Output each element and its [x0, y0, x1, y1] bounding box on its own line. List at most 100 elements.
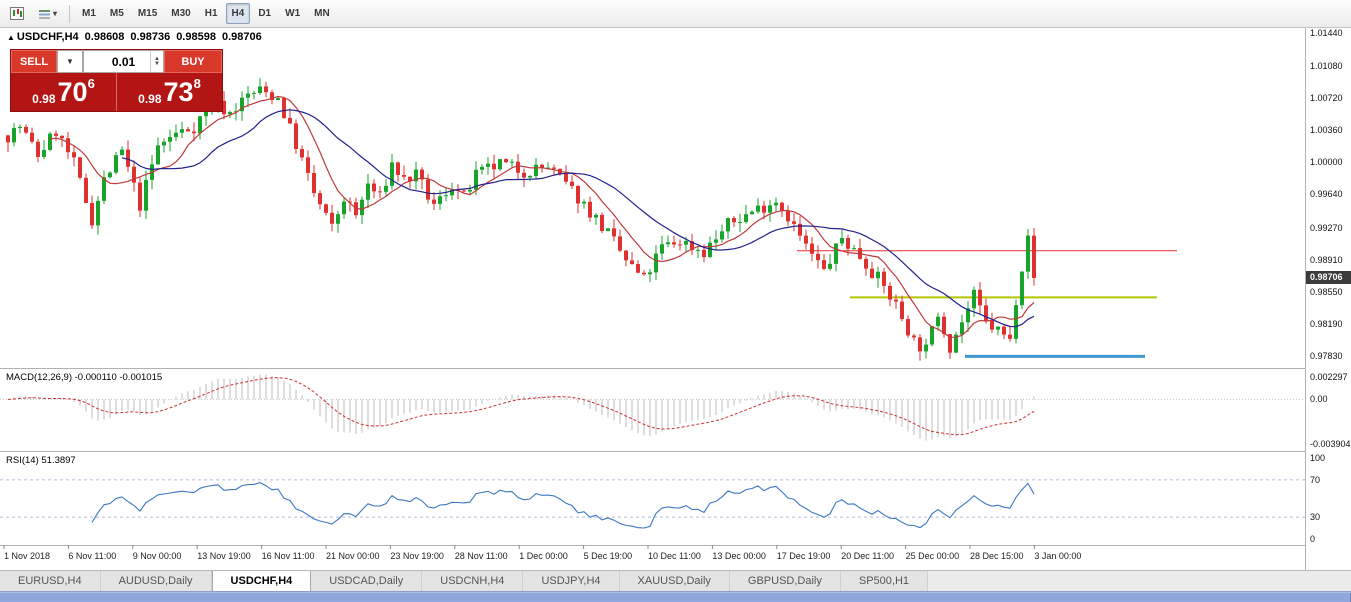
time-axis-label: 20 Dec 11:00	[841, 551, 894, 561]
spinner-down-icon: ▼	[154, 62, 160, 67]
sell-price-button[interactable]: 0.98 70 6	[11, 73, 117, 111]
time-axis-label: 1 Dec 00:00	[519, 551, 568, 561]
tab-gbpusd-daily[interactable]: GBPUSD,Daily	[730, 571, 841, 592]
time-axis-label: 28 Nov 11:00	[455, 551, 508, 561]
horizontal-scrollbar[interactable]	[0, 591, 1351, 602]
trade-controls-row: SELL ▼ 0.01 ▲ ▼ BUY	[11, 50, 222, 73]
rsi-scale-label: 70	[1310, 475, 1320, 485]
tab-xauusd-daily[interactable]: XAUUSD,Daily	[620, 571, 730, 592]
volume-spinner[interactable]: ▲ ▼	[150, 51, 163, 72]
time-axis-label: 5 Dec 19:00	[584, 551, 633, 561]
current-price-badge: 0.98706	[1306, 271, 1351, 284]
volume-input[interactable]: 0.01 ▲ ▼	[83, 50, 164, 73]
macd-values: -0.000110 -0.001015	[75, 372, 163, 383]
price-axis-label: 1.00360	[1310, 125, 1343, 135]
timeframes-toolbar: ▾ M1M5M15M30H1H4D1W1MN	[0, 0, 1351, 28]
one-click-trading-widget: SELL ▼ 0.01 ▲ ▼ BUY 0.98 70 6 0.98 73 8	[10, 49, 223, 112]
rsi-value: 51.3897	[41, 455, 75, 466]
timeframe-m5[interactable]: M5	[104, 3, 130, 24]
rsi-scale-label: 100	[1310, 453, 1325, 463]
price-axis-label: 0.99640	[1310, 189, 1343, 199]
timeframe-m1[interactable]: M1	[76, 3, 102, 24]
macd-scale-label: -0.003904	[1310, 439, 1351, 449]
chart-tabs-bar: EURUSD,H4AUDUSD,DailyUSDCHF,H4USDCAD,Dai…	[0, 570, 1351, 591]
time-axis-label: 1 Nov 2018	[4, 551, 50, 561]
time-axis-label: 13 Nov 19:00	[197, 551, 251, 561]
tab-eurusd-h4[interactable]: EURUSD,H4	[0, 571, 101, 592]
symbol-label: USDCHF,H4	[17, 31, 79, 43]
tab-usdchf-h4[interactable]: USDCHF,H4	[212, 571, 312, 592]
timeframe-m30[interactable]: M30	[165, 3, 196, 24]
price-axis-label: 1.01440	[1310, 28, 1343, 38]
price-axis-label: 0.97830	[1310, 351, 1343, 361]
time-axis-label: 13 Dec 00:00	[712, 551, 766, 561]
timeframe-group: M1M5M15M30H1H4D1W1MN	[75, 3, 337, 24]
macd-scale-label: 0.00	[1310, 394, 1328, 404]
time-axis-label: 10 Dec 11:00	[648, 551, 701, 561]
timeframe-h1[interactable]: H1	[199, 3, 224, 24]
tab-sp500-h1[interactable]: SP500,H1	[841, 571, 928, 592]
rsi-scale-label: 0	[1310, 534, 1315, 544]
buy-button[interactable]: BUY	[164, 50, 222, 73]
buy-price-button[interactable]: 0.98 73 8	[117, 73, 222, 111]
chevron-down-icon: ▾	[53, 9, 57, 18]
low-value: 0.98598	[176, 31, 216, 43]
time-axis-label: 17 Dec 19:00	[777, 551, 831, 561]
sell-price-big: 70	[58, 75, 88, 109]
tab-audusd-daily[interactable]: AUDUSD,Daily	[101, 571, 212, 592]
ma-fast	[50, 97, 1034, 338]
volume-value: 0.01	[112, 55, 135, 69]
sell-button[interactable]: SELL	[11, 50, 57, 73]
price-axis-label: 1.00000	[1310, 157, 1343, 167]
buy-price-small: 0.98	[138, 92, 161, 106]
time-axis[interactable]: 1 Nov 2018 6 Nov 11:00 9 Nov 00:00 13 Nov 1…	[0, 546, 1305, 570]
buy-price-sup: 8	[194, 76, 201, 91]
rsi-label: RSI(14) 51.3897	[6, 455, 76, 466]
price-axis[interactable]: 1.01440 1.01080 1.00720 1.00360 1.00000 0.996…	[1306, 28, 1351, 570]
symbol-marker-icon: ▲	[7, 33, 15, 42]
time-axis-label: 3 Jan 00:00	[1034, 551, 1081, 561]
timeframe-w1[interactable]: W1	[279, 3, 306, 24]
time-axis-label: 28 Dec 15:00	[970, 551, 1024, 561]
macd-signal-line	[8, 378, 1034, 435]
price-axis-label: 1.00720	[1310, 93, 1343, 103]
trading-terminal-window: ▾ M1M5M15M30H1H4D1W1MN ▲USDCHF,H40.98608…	[0, 0, 1351, 602]
price-axis-label: 0.98550	[1310, 287, 1343, 297]
timeframe-mn[interactable]: MN	[308, 3, 336, 24]
timeframe-d1[interactable]: D1	[252, 3, 277, 24]
time-axis-label: 16 Nov 11:00	[262, 551, 315, 561]
candlestick-chart-icon	[10, 7, 24, 20]
high-value: 0.98736	[130, 31, 170, 43]
tab-usdcnh-h4[interactable]: USDCNH,H4	[422, 571, 523, 592]
close-value: 0.98706	[222, 31, 262, 43]
sell-price-sup: 6	[88, 76, 95, 91]
price-axis-label: 0.98910	[1310, 255, 1343, 265]
scrollbar-thumb[interactable]	[0, 593, 1351, 602]
layers-icon	[38, 8, 51, 20]
time-axis-label: 6 Nov 11:00	[68, 551, 116, 561]
tab-usdcad-daily[interactable]: USDCAD,Daily	[311, 571, 422, 592]
toolbar-separator	[69, 5, 70, 23]
chart-window-button[interactable]	[4, 3, 30, 24]
macd-scale-label: 0.002297	[1310, 372, 1348, 382]
volume-dropdown-button[interactable]: ▼	[57, 50, 83, 73]
price-axis-label: 1.01080	[1310, 61, 1343, 71]
price-axis-label: 0.99270	[1310, 223, 1343, 233]
timeframe-h4[interactable]: H4	[226, 3, 251, 24]
time-axis-label: 23 Nov 19:00	[390, 551, 444, 561]
timeframe-m15[interactable]: M15	[132, 3, 163, 24]
time-axis-label: 25 Dec 00:00	[906, 551, 960, 561]
buy-price-big: 73	[164, 75, 194, 109]
time-axis-label: 21 Nov 00:00	[326, 551, 380, 561]
trade-prices-row: 0.98 70 6 0.98 73 8	[11, 73, 222, 111]
sell-price-small: 0.98	[32, 92, 55, 106]
time-axis-label: 9 Nov 00:00	[133, 551, 182, 561]
tab-usdjpy-h4[interactable]: USDJPY,H4	[523, 571, 619, 592]
open-value: 0.98608	[85, 31, 125, 43]
macd-label: MACD(12,26,9) -0.000110 -0.001015	[6, 372, 162, 383]
layers-dropdown-button[interactable]: ▾	[32, 3, 63, 24]
rsi-scale-label: 30	[1310, 512, 1320, 522]
rsi-line	[92, 483, 1034, 528]
ma-slow	[122, 110, 1034, 327]
chart-ohlc-header: ▲USDCHF,H4 0.98608 0.98736 0.98598 0.98706	[7, 31, 268, 43]
